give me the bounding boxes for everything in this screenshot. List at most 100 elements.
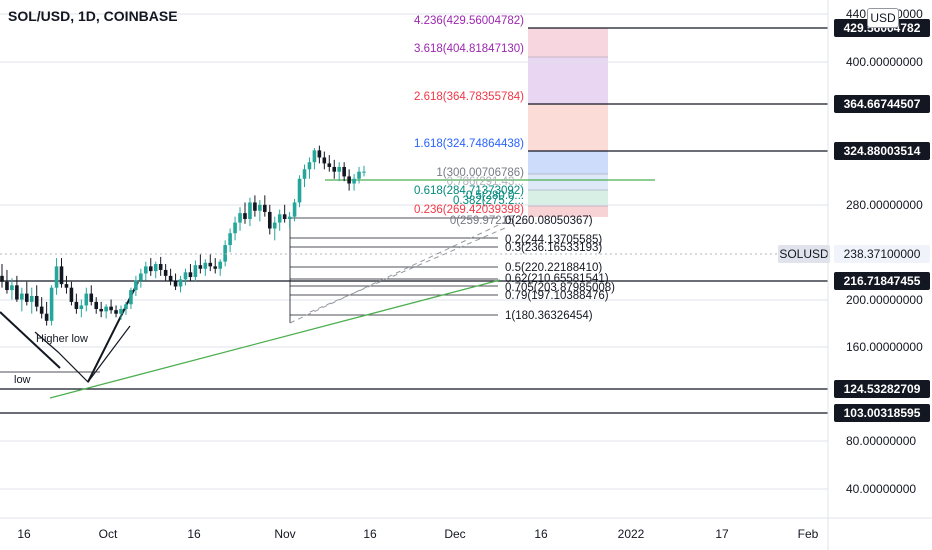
fib-labels: 4.236(429.56004782) 3.618(404.81847130) 2.…	[414, 15, 615, 322]
candle-body-18	[89, 293, 94, 302]
candle-body-46	[228, 233, 232, 246]
time-tick-label-0: 16	[17, 527, 31, 541]
candle-body-57	[282, 214, 287, 220]
fib-retracement-label-5: 0.705(203.87985008)	[505, 282, 615, 294]
candle-body-20	[99, 308, 103, 312]
symbol-tag	[778, 245, 830, 263]
fib-retracement-label-3: 0.5(220.22188410)	[505, 262, 602, 274]
level-price-tag-0	[834, 19, 930, 37]
candle-body-72	[357, 171, 361, 179]
fib-extension-label-4: 1(300.00706786)	[436, 167, 524, 179]
candle-body-54	[267, 211, 272, 229]
candle-body-49	[243, 213, 247, 220]
symbol-title: SOL/USD, 1D, COINBASE	[8, 8, 178, 24]
candle-body-52	[258, 204, 262, 211]
candle-body-68	[337, 166, 342, 172]
candle-body-19	[94, 301, 99, 309]
level-price-text-5: 103.00318595	[844, 406, 921, 420]
time-tick-label-3: Nov	[274, 527, 295, 541]
candle-body-21	[104, 306, 108, 312]
swing-structure-line	[34, 325, 131, 383]
candle-body-15	[74, 301, 79, 309]
candle-body-41	[203, 262, 208, 269]
last-price-tag	[834, 245, 930, 263]
candle-body-35	[173, 280, 178, 287]
candle-body-31	[153, 264, 158, 272]
candle-body-7	[34, 295, 39, 307]
level-price-text-3: 216.71847455	[844, 274, 921, 288]
time-tick-label-4: 16	[363, 527, 377, 541]
time-tick-label-5: Dec	[444, 527, 465, 541]
candle-body-38	[188, 272, 193, 278]
price-tick-label-4: 160.00000000	[846, 340, 923, 354]
candle-body-60	[297, 178, 302, 203]
time-tick-label-6: 16	[534, 527, 548, 541]
candle-body-40	[198, 265, 203, 269]
candle-body-61	[302, 169, 307, 179]
fib-extension-label-6: 0.618(284.71373092)	[414, 185, 524, 197]
candle-body-26	[129, 290, 133, 305]
price-axis[interactable]: 440.00000000400.00000000280.00000000200.…	[0, 0, 932, 518]
fib-zone-0	[528, 28, 608, 57]
fib-zone-4	[528, 174, 608, 190]
price-tick-label-3: 200.00000000	[846, 293, 923, 307]
candle-body-5	[24, 293, 29, 302]
candle-body-48	[238, 213, 242, 223]
candle-body-64	[317, 150, 322, 158]
candle-body-25	[124, 304, 128, 309]
price-tick-label-5: 80.00000000	[846, 434, 916, 448]
time-tick-label-9: Feb	[798, 527, 819, 541]
time-tick-label-1: Oct	[99, 527, 118, 541]
uptrend-line	[49, 279, 501, 399]
candle-body-13	[64, 284, 69, 288]
fib-extension-label-8: 0.382(275.2...	[453, 195, 524, 207]
price-tick-label-6: 40.00000000	[846, 482, 916, 496]
last-price-text: 238.37100000	[844, 247, 921, 261]
candle-body-62	[307, 162, 312, 170]
candle-body-36	[178, 279, 183, 287]
candle-body-10	[49, 287, 54, 321]
time-tick-label-8: 17	[715, 527, 729, 541]
grid	[0, 13, 828, 490]
candle-body-51	[253, 202, 257, 211]
candle-body-71	[352, 178, 356, 184]
candle-body-17	[84, 293, 89, 306]
candle-body-24	[119, 308, 123, 314]
candle-body-73	[362, 171, 366, 173]
level-price-tag-5	[834, 404, 930, 422]
candle-body-28	[139, 273, 143, 281]
candle-body-45	[223, 245, 227, 262]
candle-body-43	[213, 266, 218, 269]
candle-body-33	[163, 269, 168, 276]
fib-extension-label-9: 0.236(269.42039398)	[414, 204, 524, 216]
drawings[interactable]: Higher low low	[0, 179, 655, 399]
candle-body-0	[0, 275, 4, 282]
time-tick-label-2: 16	[187, 527, 201, 541]
currency-button[interactable]: USD	[867, 8, 899, 28]
price-tick-label-1: 400.00000000	[846, 55, 923, 69]
horizontal-levels[interactable]	[0, 27, 828, 414]
candle-body-44	[218, 261, 222, 269]
candle-body-55	[272, 222, 277, 229]
level-price-tag-3	[834, 272, 930, 290]
candle-body-29	[144, 266, 148, 274]
fib-retracement-label-0: 0(260.08050367)	[505, 215, 593, 227]
candle-body-11	[54, 266, 59, 288]
level-price-text-1: 364.66744507	[844, 97, 921, 111]
candle-body-23	[114, 310, 118, 314]
fib-extension-zones	[528, 28, 608, 217]
candle-body-27	[134, 280, 138, 291]
level-price-text-0: 429.56004782	[844, 21, 921, 35]
annotation-higher-low: Higher low	[36, 333, 88, 345]
candle-body-30	[148, 266, 153, 272]
candle-body-63	[312, 150, 317, 163]
candle-body-66	[327, 163, 332, 167]
fib-zone-6	[528, 206, 608, 217]
candle-body-9	[44, 313, 49, 321]
candle-body-70	[347, 176, 351, 184]
candle-body-8	[39, 306, 44, 314]
level-price-text-4: 124.53282709	[844, 382, 921, 396]
candle-body-53	[263, 204, 267, 212]
